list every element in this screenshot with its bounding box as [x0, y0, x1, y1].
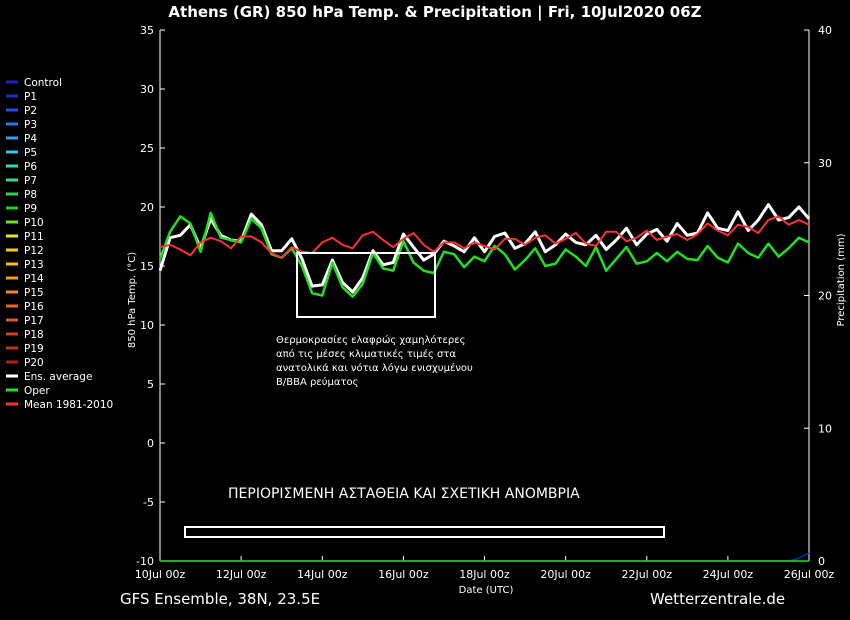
legend-label: P9: [24, 203, 37, 215]
annotation-line-1: Θερμοκρασίες ελαφρώς χαμηλότερες: [276, 334, 466, 346]
y-tick-label: 10: [140, 319, 154, 332]
y2-tick-label: 40: [818, 24, 832, 37]
legend-label: P16: [24, 301, 44, 313]
footer-source: GFS Ensemble, 38N, 23.5E: [120, 590, 320, 608]
legend-label: Oper: [24, 385, 50, 397]
legend-label: P6: [24, 161, 37, 173]
y2-tick-label: 0: [818, 555, 825, 568]
legend-label: P10: [24, 217, 44, 229]
series-layer: [158, 203, 811, 562]
dry-period-box: [184, 526, 665, 538]
x-tick-label: 14Jul 00z: [297, 568, 348, 581]
legend-label: P19: [24, 343, 44, 355]
series-ens-average: [158, 203, 811, 294]
y-axis-ticks: 35 30 25 20 15 10 5 0 -5 -10: [136, 24, 165, 568]
x-tick-label: 18Jul 00z: [459, 568, 510, 581]
x-tick-label: 20Jul 00z: [540, 568, 591, 581]
x-axis-ticks: 10Jul 00z 12Jul 00z 14Jul 00z 16Jul 00z 18Ju…: [135, 556, 835, 581]
series-oper: [158, 211, 810, 298]
legend-label: P18: [24, 329, 44, 341]
chart-title: Athens (GR) 850 hPa Temp. & Precipitatio…: [168, 3, 701, 22]
y-tick-label: 25: [140, 142, 154, 155]
legend-label: Control: [24, 77, 62, 89]
legend-label: Mean 1981-2010: [24, 399, 113, 411]
legend-label: P13: [24, 259, 44, 271]
legend-label: P4: [24, 133, 37, 145]
legend-label: P14: [24, 273, 44, 285]
legend: Control P1 P2 P3 P4 P5 P6 P7 P8 P9 P10 P11 P12 P13 P14…: [6, 77, 113, 411]
legend-label: P1: [24, 91, 37, 103]
x-tick-label: 22Jul 00z: [621, 568, 672, 581]
legend-label: P2: [24, 105, 37, 117]
series-mean-1981-2010: [159, 215, 810, 259]
y-tick-label: 15: [140, 260, 154, 273]
y-tick-label: 0: [147, 437, 154, 450]
y2-axis-title: Precipitation (mm): [836, 233, 847, 326]
legend-label: P8: [24, 189, 37, 201]
legend-label: P15: [24, 287, 44, 299]
footer-site: Wetterzentrale.de: [650, 590, 785, 608]
y-axis-title: 850 hPa Temp. (°C): [127, 252, 138, 348]
y-tick-label: 30: [140, 83, 154, 96]
cool-anomaly-box: [296, 252, 436, 318]
y-tick-label: 20: [140, 201, 154, 214]
x-tick-label: 16Jul 00z: [378, 568, 429, 581]
legend-label: P7: [24, 175, 37, 187]
y2-tick-label: 20: [818, 290, 832, 303]
legend-label: P20: [24, 357, 44, 369]
legend-label: P5: [24, 147, 37, 159]
y-tick-label: 35: [140, 24, 154, 37]
x-tick-label: 24Jul 00z: [703, 568, 754, 581]
x-tick-label: 10Jul 00z: [135, 568, 186, 581]
y2-tick-label: 30: [818, 157, 832, 170]
annotation-line-2: από τις μέσες κλιματικές τιμές στα: [276, 348, 456, 360]
y-tick-label: -5: [143, 496, 154, 509]
x-tick-label: 26Jul 00z: [784, 568, 835, 581]
legend-label: P11: [24, 231, 44, 243]
legend-label: P17: [24, 315, 44, 327]
y2-tick-label: 10: [818, 422, 832, 435]
y2-axis-ticks: 40 30 20 10 0: [804, 24, 832, 568]
annotation-line-3: ανατολικά και νότια λόγω ενισχυμένου: [276, 362, 473, 374]
legend-label: P3: [24, 119, 37, 131]
x-axis-title: Date (UTC): [459, 585, 514, 596]
legend-label: P12: [24, 245, 44, 257]
y-tick-label: 5: [147, 378, 154, 391]
annotation-line-4: Β/ΒΒΑ ρεύματος: [276, 376, 358, 388]
legend-label: Ens. average: [24, 371, 92, 383]
x-tick-label: 12Jul 00z: [216, 568, 267, 581]
banner-text: ΠΕΡΙΟΡΙΣΜΕΝΗ ΑΣΤΑΘΕΙΑ ΚΑΙ ΣΧΕΤΙΚΗ ΑΝΟΜΒΡ…: [228, 486, 580, 502]
y-tick-label: -10: [136, 555, 154, 568]
